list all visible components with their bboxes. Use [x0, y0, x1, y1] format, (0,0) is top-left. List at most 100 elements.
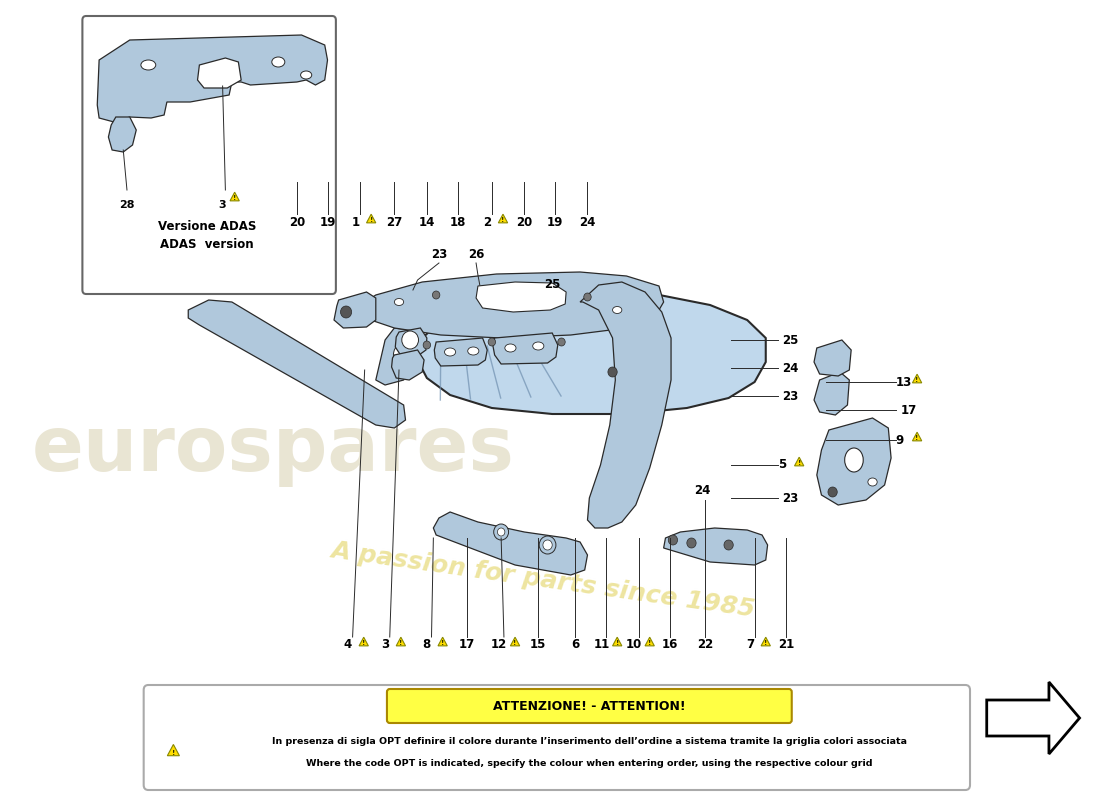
Ellipse shape [141, 60, 156, 70]
Text: 19: 19 [547, 215, 563, 229]
Polygon shape [817, 418, 891, 505]
Text: !: ! [502, 218, 505, 223]
Text: 25: 25 [782, 334, 799, 346]
Text: 11: 11 [593, 638, 609, 651]
Polygon shape [97, 35, 328, 122]
Text: 26: 26 [468, 249, 484, 262]
Text: !: ! [172, 750, 175, 755]
Text: 24: 24 [580, 215, 596, 229]
Polygon shape [476, 282, 566, 312]
Ellipse shape [394, 346, 405, 364]
Circle shape [488, 338, 496, 346]
Polygon shape [814, 372, 849, 415]
Polygon shape [493, 333, 558, 364]
Text: 25: 25 [544, 278, 560, 291]
Text: 20: 20 [289, 215, 305, 229]
Circle shape [669, 535, 678, 545]
Polygon shape [366, 214, 376, 223]
Polygon shape [794, 457, 804, 466]
Text: 27: 27 [386, 215, 403, 229]
Ellipse shape [444, 348, 455, 356]
Text: 24: 24 [782, 362, 799, 374]
Polygon shape [353, 272, 663, 338]
FancyBboxPatch shape [387, 689, 792, 723]
Circle shape [543, 540, 552, 550]
Text: 17: 17 [901, 403, 916, 417]
Ellipse shape [845, 448, 864, 472]
Text: 12: 12 [492, 638, 507, 651]
Polygon shape [912, 374, 922, 383]
Circle shape [558, 338, 565, 346]
Text: !: ! [233, 195, 236, 202]
Text: 3: 3 [219, 200, 227, 210]
Text: Where the code OPT is indicated, specify the colour when entering order, using t: Where the code OPT is indicated, specify… [306, 759, 872, 769]
Polygon shape [418, 292, 766, 414]
Polygon shape [912, 432, 922, 441]
Text: 14: 14 [419, 215, 435, 229]
Text: 7: 7 [746, 638, 754, 651]
Circle shape [341, 306, 352, 318]
Text: 17: 17 [459, 638, 475, 651]
Text: 19: 19 [319, 215, 336, 229]
Text: 21: 21 [778, 638, 794, 651]
Text: 3: 3 [381, 638, 389, 651]
Text: 4: 4 [344, 638, 352, 651]
Text: 28: 28 [119, 200, 134, 210]
Text: !: ! [362, 641, 365, 646]
Text: 23: 23 [431, 249, 447, 262]
Text: ATTENZIONE! - ATTENTION!: ATTENZIONE! - ATTENTION! [493, 699, 685, 713]
Text: 24: 24 [694, 483, 711, 497]
Text: 9: 9 [895, 434, 904, 446]
Polygon shape [510, 637, 519, 646]
Polygon shape [230, 192, 240, 201]
Polygon shape [188, 300, 406, 428]
Polygon shape [396, 637, 406, 646]
FancyBboxPatch shape [144, 685, 970, 790]
Ellipse shape [868, 478, 877, 486]
Ellipse shape [395, 298, 404, 306]
Circle shape [724, 540, 734, 550]
Polygon shape [433, 512, 587, 575]
FancyBboxPatch shape [82, 16, 336, 294]
Circle shape [686, 538, 696, 548]
Text: !: ! [616, 641, 619, 646]
Text: 23: 23 [782, 491, 799, 505]
Text: 23: 23 [782, 390, 799, 402]
Circle shape [432, 291, 440, 299]
Text: !: ! [915, 435, 918, 442]
Polygon shape [761, 637, 770, 646]
Text: !: ! [399, 641, 403, 646]
Polygon shape [395, 328, 427, 358]
Polygon shape [438, 637, 448, 646]
Circle shape [584, 293, 591, 301]
Text: A passion for parts since 1985: A passion for parts since 1985 [329, 538, 757, 622]
Ellipse shape [532, 342, 543, 350]
Text: In presenza di sigla OPT definire il colore durante l’inserimento dell’ordine a : In presenza di sigla OPT definire il col… [272, 738, 906, 746]
Text: Versione ADAS: Versione ADAS [157, 220, 256, 233]
Polygon shape [434, 338, 487, 366]
Text: !: ! [441, 641, 444, 646]
Text: !: ! [514, 641, 517, 646]
Polygon shape [987, 682, 1079, 754]
Text: 8: 8 [422, 638, 431, 651]
Text: 13: 13 [895, 375, 912, 389]
Circle shape [494, 524, 508, 540]
Circle shape [608, 367, 617, 377]
Polygon shape [198, 58, 241, 88]
Text: 16: 16 [662, 638, 679, 651]
Text: eurospares: eurospares [32, 413, 515, 487]
Text: 15: 15 [530, 638, 547, 651]
Polygon shape [376, 328, 412, 385]
Text: 5: 5 [778, 458, 786, 471]
Circle shape [497, 528, 505, 536]
Ellipse shape [272, 57, 285, 67]
Polygon shape [814, 340, 851, 376]
Text: 10: 10 [626, 638, 642, 651]
Text: 18: 18 [449, 215, 465, 229]
Text: !: ! [764, 641, 768, 646]
Polygon shape [498, 214, 507, 223]
Text: !: ! [798, 461, 801, 466]
Polygon shape [359, 637, 369, 646]
Polygon shape [580, 282, 671, 528]
Ellipse shape [300, 71, 311, 79]
